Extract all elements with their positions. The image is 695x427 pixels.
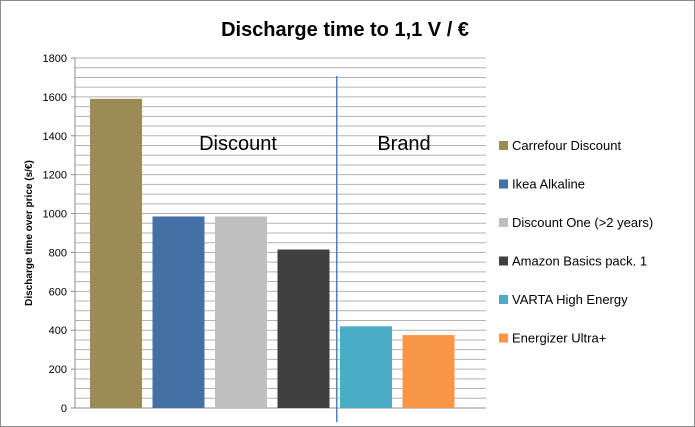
legend-label: Carrefour Discount bbox=[512, 138, 621, 153]
legend-swatch bbox=[499, 256, 508, 266]
y-tick-label: 600 bbox=[49, 286, 67, 298]
legend-label: Amazon Basics pack. 1 bbox=[512, 254, 647, 269]
legend-swatch bbox=[499, 141, 508, 150]
y-tick-label: 0 bbox=[61, 403, 67, 415]
bar bbox=[215, 216, 267, 408]
y-tick-label: 400 bbox=[49, 325, 67, 337]
y-axis-label: Discharge time over price (s/€) bbox=[24, 160, 35, 306]
group-label-brand: Brand bbox=[377, 133, 430, 155]
legend-label: Discount One (>2 years) bbox=[512, 215, 653, 230]
bar bbox=[402, 335, 455, 408]
bars bbox=[90, 98, 455, 408]
y-tick-label: 1200 bbox=[43, 170, 67, 182]
chart-title: Discharge time to 1,1 V / € bbox=[221, 19, 469, 41]
legend-swatch bbox=[499, 333, 508, 343]
legend-label: VARTA High Energy bbox=[512, 292, 628, 307]
group-label-discount: Discount bbox=[199, 133, 277, 155]
bar bbox=[277, 249, 330, 408]
y-tick-label: 1600 bbox=[43, 92, 67, 104]
y-tick-label: 1800 bbox=[43, 53, 67, 65]
legend-swatch bbox=[499, 295, 508, 304]
legend-swatch bbox=[499, 179, 508, 189]
bar bbox=[152, 216, 205, 408]
y-tick-label: 800 bbox=[49, 247, 67, 259]
y-tick-label: 1000 bbox=[43, 209, 67, 221]
legend-label: Ikea Alkaline bbox=[512, 177, 585, 192]
bar bbox=[90, 98, 142, 408]
legend: Carrefour Discount Ikea Alkaline Discount … bbox=[499, 138, 653, 346]
legend-swatch bbox=[499, 218, 508, 227]
legend-label: Energizer Ultra+ bbox=[512, 331, 606, 346]
bar bbox=[340, 326, 392, 408]
y-tick-label: 1400 bbox=[43, 131, 67, 143]
y-tick-label: 200 bbox=[49, 364, 67, 376]
